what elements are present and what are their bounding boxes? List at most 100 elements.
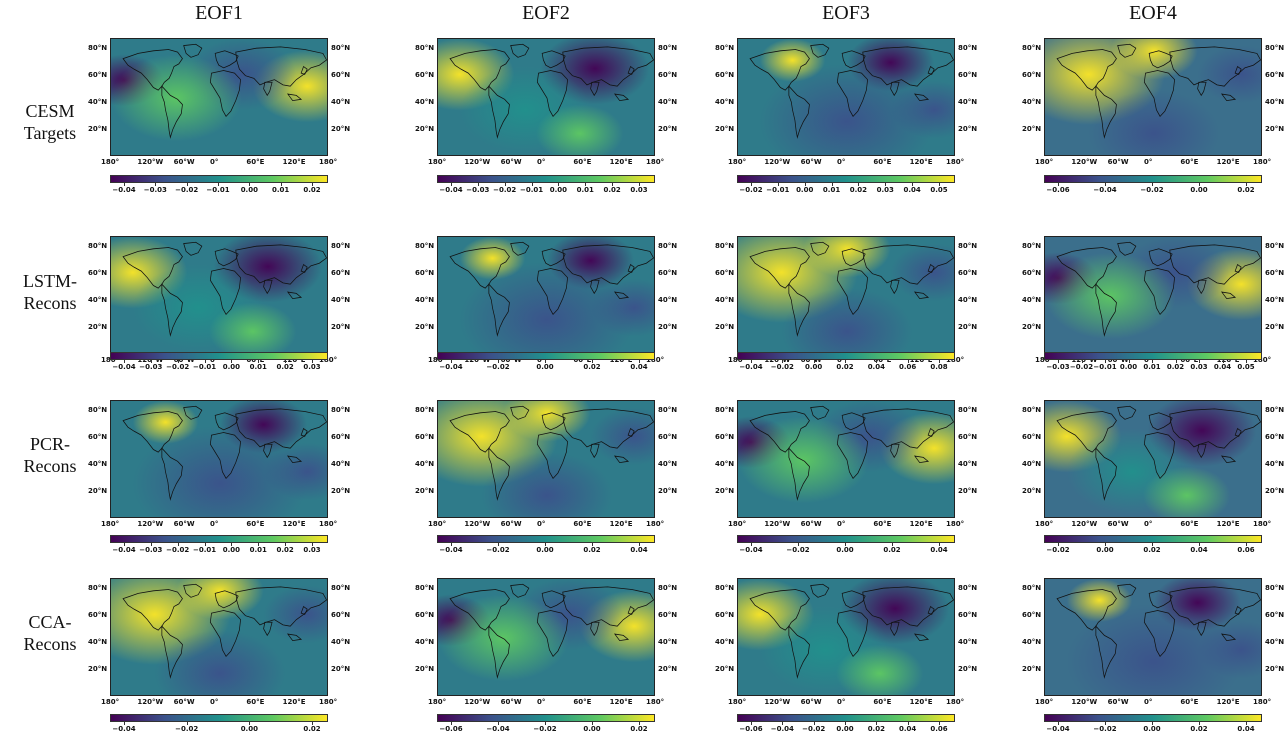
colorbar-tickmark: [312, 183, 313, 186]
colorbar-tick-label: 0.00: [1119, 363, 1138, 371]
colorbar-tick-label: 0.03: [303, 363, 321, 371]
eof-map: [437, 400, 655, 518]
colorbar-tick-label: −0.02: [802, 725, 826, 733]
lon-label: 120°E: [282, 158, 306, 166]
lat-label-right: 20°N: [658, 323, 678, 331]
eof-map-svg: [438, 401, 654, 517]
colorbar-tickmark: [813, 360, 815, 363]
lon-label: 60°E: [873, 158, 892, 166]
coastline: [841, 590, 866, 609]
coastline: [613, 93, 630, 102]
lon-label: 180°: [1253, 158, 1272, 166]
colorbar-tickmark: [1058, 183, 1059, 186]
lat-label-left: 80°N: [88, 44, 108, 52]
lon-label: 180°: [946, 158, 965, 166]
lon-label: 60°E: [573, 520, 592, 528]
colorbar-tick-label: 0.02: [276, 546, 294, 554]
colorbar-tickmark: [451, 183, 452, 186]
colorbar-tick-label: −0.03: [139, 363, 163, 371]
column-title-1: EOF1: [195, 2, 243, 24]
lat-label-left: 40°N: [88, 98, 108, 106]
lon-label: 60°E: [873, 520, 892, 528]
colorbar-tickmark: [751, 543, 752, 546]
coastline: [841, 248, 866, 267]
lon-label: 120°E: [609, 356, 633, 364]
colorbar-tickmark: [231, 543, 233, 546]
field-anomaly: [1066, 603, 1242, 695]
lon-label: 120°E: [282, 520, 306, 528]
colorbar-tickmark: [858, 183, 860, 186]
coastline: [488, 447, 510, 501]
lat-label-left: 20°N: [1022, 323, 1042, 331]
colorbar-tickmark: [204, 543, 206, 546]
lon-label: 120°W: [764, 520, 791, 528]
lon-label: 120°W: [137, 158, 164, 166]
column-title-3: EOF3: [822, 2, 870, 24]
lat-label-right: 40°N: [331, 460, 351, 468]
coastline: [836, 268, 868, 315]
colorbar-tick-label: −0.04: [439, 546, 463, 554]
coastline: [927, 65, 935, 75]
lon-label: 0°: [1144, 698, 1153, 706]
eof-map: [737, 38, 955, 156]
lat-label-right: 20°N: [958, 125, 978, 133]
row-label-4: CCA- Recons: [0, 611, 100, 655]
lat-label-left: 60°N: [88, 269, 108, 277]
colorbar-tickmark: [612, 183, 614, 186]
colorbar-tickmark: [639, 360, 640, 363]
colorbar-tickmark: [939, 360, 940, 363]
colorbar-tickmark: [751, 722, 752, 725]
lon-label: 180°: [428, 158, 447, 166]
colorbar: [1044, 175, 1262, 183]
coastline: [488, 283, 510, 337]
coastline: [788, 85, 810, 139]
lon-label: 0°: [537, 356, 546, 364]
lon-label: 180°: [1035, 698, 1054, 706]
coastline: [214, 590, 239, 609]
coastline: [1169, 408, 1261, 449]
colorbar-tickmark: [592, 722, 593, 725]
colorbar-tick-label: 0.06: [1237, 546, 1255, 554]
colorbar: [110, 175, 328, 183]
lon-label: 120°W: [764, 356, 791, 364]
lat-label-right: 20°N: [1265, 665, 1285, 673]
coastline: [161, 283, 183, 337]
lon-label: 120°E: [609, 698, 633, 706]
lat-label-right: 80°N: [958, 584, 978, 592]
coastline: [122, 247, 183, 289]
lat-label-right: 20°N: [658, 665, 678, 673]
lat-label-left: 60°N: [88, 611, 108, 619]
lon-label: 120°E: [909, 520, 933, 528]
lat-label-left: 80°N: [415, 406, 435, 414]
colorbar-tickmark: [804, 183, 806, 186]
colorbar-tick-label: 0.02: [1237, 186, 1255, 194]
lon-label: 120°E: [909, 356, 933, 364]
lat-label-right: 60°N: [331, 71, 351, 79]
colorbar-tick-label: 0.00: [1096, 546, 1114, 554]
eof-map-svg: [438, 237, 654, 353]
field-anomaly: [154, 630, 286, 695]
lon-label: 180°: [1035, 520, 1054, 528]
lon-label: 60°W: [173, 520, 195, 528]
colorbar-tick-label: 0.05: [1237, 363, 1255, 371]
colorbar: [437, 175, 655, 183]
coastline: [562, 586, 654, 627]
colorbar-tickmark: [531, 183, 533, 186]
coastline: [1220, 291, 1237, 300]
coastline: [541, 590, 566, 609]
lat-label-left: 80°N: [715, 44, 735, 52]
coastline: [1234, 65, 1242, 75]
colorbar-tick-label: −0.01: [519, 186, 544, 194]
lon-label: 60°W: [800, 520, 822, 528]
colorbar-tickmark: [639, 543, 640, 546]
coastline: [214, 412, 239, 431]
coastline: [209, 268, 241, 315]
lon-label: 120°E: [909, 158, 933, 166]
colorbar-tick-label: −0.04: [739, 363, 763, 371]
coastline: [1148, 412, 1173, 431]
coastline: [263, 443, 273, 459]
lon-label: 180°: [101, 158, 120, 166]
lat-label-right: 80°N: [958, 242, 978, 250]
colorbar-tick-label: 0.02: [276, 363, 294, 371]
lat-label-left: 80°N: [1022, 44, 1042, 52]
